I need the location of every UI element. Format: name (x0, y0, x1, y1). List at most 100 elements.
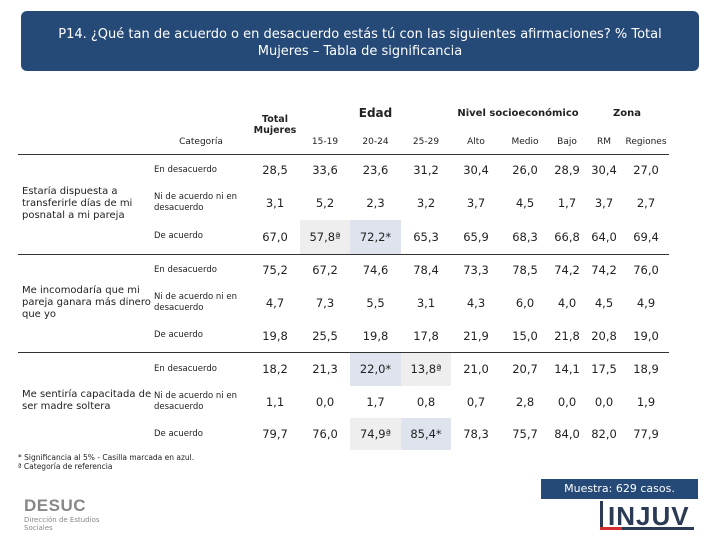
value-cell: 23,6 (350, 153, 401, 186)
value-cell: 20,8 (591, 328, 617, 343)
subheader-medio: Medio (511, 136, 539, 147)
value-cell: 25,5 (312, 328, 338, 343)
injuv-logo-bar (600, 501, 603, 529)
value-cell: 17,8 (413, 328, 439, 343)
subheader-20-24: 20-24 (362, 136, 389, 147)
desuc-subtitle-2: Sociales (24, 524, 53, 532)
total-header: Total Mujeres (253, 113, 297, 136)
injuv-logo: INJUV (608, 501, 690, 531)
note-reference: ª Categoría de referencia (18, 462, 113, 471)
value-cell: 4,9 (636, 296, 656, 310)
value-cell: 65,9 (463, 229, 489, 244)
value-cell: 78,5 (501, 253, 549, 286)
value-cell: 76,0 (312, 427, 338, 441)
desuc-subtitle-1: Dirección de Estudios (24, 516, 100, 524)
table-notes: * Significancia al 5% - Casilla marcada … (18, 453, 194, 471)
value-cell: 0,8 (416, 395, 436, 409)
value-cell: 18,2 (250, 351, 300, 386)
response-label: Ni de acuerdo ni en desacuerdo (154, 292, 237, 313)
value-cell: 21,3 (300, 351, 350, 386)
value-cell: 3,1 (265, 196, 285, 210)
response-label: Ni de acuerdo ni en desacuerdo (154, 192, 237, 213)
value-cell: 74,6 (350, 253, 401, 286)
value-cell: 3,7 (466, 196, 486, 210)
zona-group-header: Zona (613, 107, 641, 119)
value-cell: 77,9 (633, 427, 659, 441)
nse-group-header: Nivel socioeconómico (457, 107, 579, 119)
response-label: En desacuerdo (152, 153, 250, 186)
value-cell: 2,3 (366, 196, 385, 210)
injuv-logo-blue-stripe (622, 527, 694, 530)
value-cell: 19,8 (262, 328, 288, 343)
value-cell: 21,9 (463, 328, 489, 343)
value-cell: 5,2 (315, 196, 335, 210)
value-cell: 2,8 (515, 395, 535, 409)
value-cell: 1,1 (265, 395, 285, 409)
table-row: Me incomodaría que mi pareja ganara más … (18, 253, 669, 352)
note-significance: * Significancia al 5% - Casilla marcada … (18, 453, 195, 462)
table-row: De acuerdo 19,8 25,5 19,8 17,8 21,9 15,0… (18, 320, 669, 352)
value-cell: 0,0 (557, 395, 577, 409)
value-cell: 17,5 (585, 351, 623, 386)
value-cell: 4,0 (557, 296, 577, 310)
value-cell: 28,9 (549, 153, 585, 186)
subheader-25-29: 25-29 (412, 136, 440, 147)
value-cell: 76,0 (623, 253, 669, 286)
value-cell: 73,3 (451, 253, 501, 286)
value-cell-reference: 74,9ª (350, 418, 401, 450)
response-label: De acuerdo (154, 428, 203, 439)
table-row: Me sentiría capacitada de ser madre solt… (18, 351, 669, 450)
value-cell: 67,2 (300, 253, 350, 286)
edad-group-header: Edad (358, 106, 393, 120)
value-cell: 84,0 (554, 427, 580, 441)
value-cell: 0,7 (466, 395, 486, 409)
value-cell: 0,0 (594, 395, 614, 409)
value-cell: 5,5 (366, 296, 385, 310)
value-cell: 74,2 (549, 253, 585, 286)
value-cell: 4,7 (265, 296, 285, 310)
value-cell: 3,2 (416, 196, 436, 210)
subheader-alto: Alto (467, 136, 485, 147)
value-cell: 20,7 (501, 351, 549, 386)
value-cell-reference: 13,8ª (401, 351, 451, 386)
value-cell: 18,9 (623, 351, 669, 386)
value-cell: 30,4 (585, 153, 623, 186)
table-row: Ni de acuerdo ni en desacuerdo 1,1 0,0 1… (18, 386, 669, 418)
table-row: Ni de acuerdo ni en desacuerdo 4,7 7,3 5… (18, 286, 669, 320)
value-cell: 65,3 (413, 229, 439, 244)
value-cell: 74,2 (585, 253, 623, 286)
table-row: De acuerdo 79,7 76,0 74,9ª 85,4* 78,3 75… (18, 418, 669, 450)
value-cell: 1,9 (636, 395, 656, 409)
subheader-rm: RM (596, 136, 612, 147)
value-cell: 0,0 (315, 395, 335, 409)
value-cell: 7,3 (315, 296, 335, 310)
value-cell: 78,3 (463, 427, 489, 441)
title-line-2: Mujeres – Tabla de significancia (257, 44, 463, 59)
value-cell: 75,2 (250, 253, 300, 286)
value-cell: 82,0 (591, 427, 617, 441)
value-cell: 64,0 (591, 229, 617, 244)
value-cell: 68,3 (512, 229, 538, 244)
value-cell-significant: 72,2* (350, 220, 401, 254)
value-cell: 3,7 (594, 196, 614, 210)
value-cell: 4,5 (594, 296, 614, 310)
value-cell: 78,4 (401, 253, 451, 286)
table-row: De acuerdo 67,0 57,8ª 72,2* 65,3 65,9 68… (18, 220, 669, 254)
statement-1-label: Estaría dispuesta a transferirle días de… (18, 153, 152, 255)
subheader-row: Categoría 15-19 20-24 25-29 Alto Medio B… (18, 130, 669, 154)
value-cell: 2,7 (636, 196, 656, 210)
value-cell: 21,8 (554, 328, 580, 343)
value-cell: 26,0 (501, 153, 549, 186)
value-cell: 31,2 (401, 153, 451, 186)
value-cell: 1,7 (557, 196, 577, 210)
statement-2-label: Me incomodaría que mi pareja ganara más … (18, 253, 152, 352)
value-cell: 3,1 (416, 296, 436, 310)
subheader-regiones: Regiones (625, 136, 667, 147)
group-header-row: Total Mujeres Edad Nivel socioeconómico … (18, 96, 669, 136)
value-cell: 1,7 (366, 395, 385, 409)
value-cell: 14,1 (549, 351, 585, 386)
injuv-logo-red-stripe (600, 527, 622, 530)
significance-table: Total Mujeres Edad Nivel socioeconómico … (18, 96, 669, 450)
sample-size-badge: Muestra: 629 casos. (541, 479, 698, 499)
value-cell: 6,0 (515, 296, 535, 310)
